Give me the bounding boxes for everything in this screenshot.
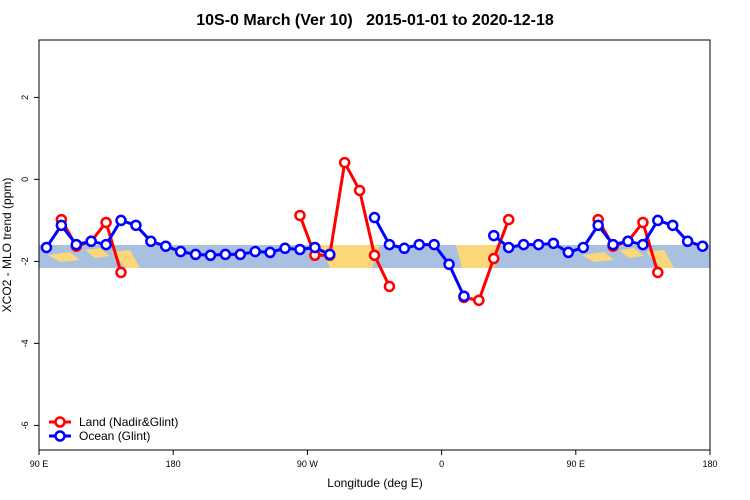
- point: [264, 246, 276, 259]
- legend-marker: [54, 430, 66, 442]
- series-line: [60, 157, 660, 303]
- x-axis-label: Longitude (deg E): [327, 476, 422, 490]
- y-tick-label: -6: [20, 421, 30, 429]
- point: [488, 252, 500, 265]
- point: [159, 240, 172, 252]
- point: [368, 211, 381, 224]
- point: [70, 238, 83, 251]
- point: [502, 241, 515, 254]
- legend: Land (Nadir&Glint)Ocean (Glint): [49, 415, 178, 443]
- point: [189, 248, 202, 261]
- legend-label: Ocean (Glint): [79, 429, 150, 443]
- point: [517, 238, 530, 251]
- point: [55, 219, 68, 232]
- point: [592, 219, 604, 232]
- point: [219, 248, 232, 261]
- x-tick-label: 90 W: [297, 459, 319, 469]
- x-tick-label: 0: [439, 459, 444, 469]
- point: [383, 280, 396, 293]
- point: [100, 238, 112, 251]
- point: [532, 238, 545, 251]
- point: [204, 249, 217, 261]
- point: [458, 290, 470, 302]
- point: [130, 219, 142, 232]
- x-tick-label: 90 E: [30, 459, 49, 469]
- x-tick-label: 90 E: [567, 459, 586, 469]
- point: [488, 229, 500, 242]
- point: [279, 242, 291, 255]
- point: [413, 238, 425, 251]
- y-tick-label: 0: [20, 177, 30, 182]
- point: [338, 156, 351, 169]
- point: [383, 238, 396, 251]
- y-tick-label: -4: [20, 339, 30, 347]
- point: [249, 245, 261, 258]
- point: [145, 235, 157, 248]
- point: [85, 235, 97, 248]
- x-tick-label: 180: [166, 459, 181, 469]
- point: [666, 219, 679, 232]
- point: [115, 214, 127, 227]
- point: [577, 241, 590, 254]
- point: [353, 184, 366, 197]
- point: [652, 214, 664, 227]
- point: [368, 249, 381, 261]
- y-tick-label: -2: [20, 257, 30, 265]
- point: [428, 238, 440, 251]
- point: [696, 240, 709, 252]
- y-axis-label: XCO2 - MLO trend (ppm): [0, 178, 14, 313]
- point: [473, 294, 485, 307]
- point: [562, 246, 575, 259]
- chart-title: 10S-0 March (Ver 10) 2015-01-01 to 2020-…: [196, 12, 554, 29]
- point: [115, 266, 127, 279]
- point: [443, 258, 455, 271]
- point: [637, 238, 649, 251]
- point: [398, 242, 411, 255]
- point: [294, 243, 306, 256]
- point: [309, 241, 321, 254]
- y-tick-label: 2: [20, 95, 30, 100]
- point: [637, 216, 649, 229]
- point: [40, 241, 53, 254]
- point: [502, 213, 515, 226]
- point: [681, 235, 694, 248]
- point: [324, 248, 336, 261]
- point: [652, 266, 664, 279]
- plot-frame: [38, 39, 711, 451]
- point: [622, 235, 634, 248]
- point: [547, 237, 560, 250]
- point: [174, 245, 187, 258]
- legend-label: Land (Nadir&Glint): [79, 415, 178, 429]
- point: [100, 216, 112, 229]
- point: [294, 209, 306, 222]
- point: [234, 248, 247, 261]
- x-tick-label: 180: [702, 459, 717, 469]
- point: [607, 238, 619, 251]
- legend-marker: [54, 416, 66, 428]
